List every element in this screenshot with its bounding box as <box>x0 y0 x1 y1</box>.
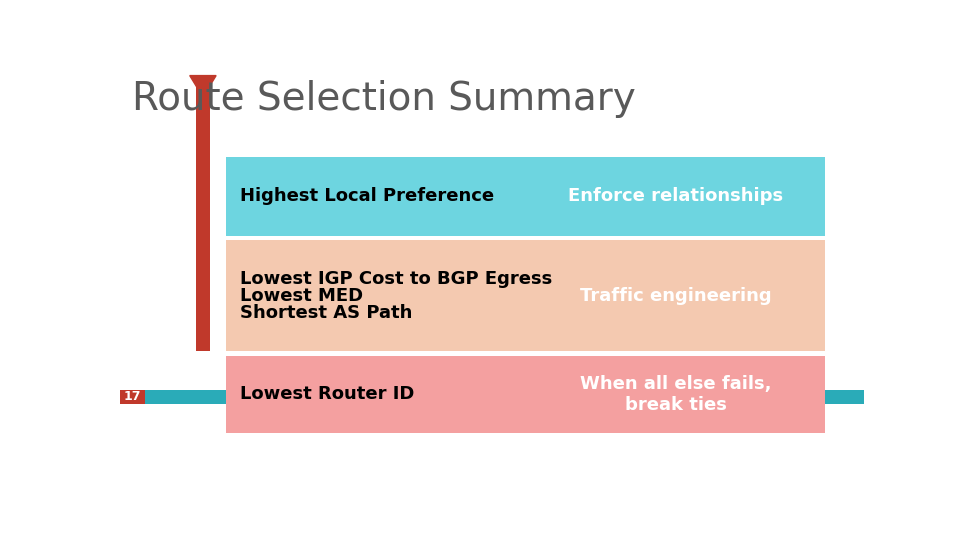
Text: Enforce relationships: Enforce relationships <box>568 187 783 206</box>
Text: Route Selection Summary: Route Selection Summary <box>132 80 636 118</box>
Text: Lowest MED: Lowest MED <box>240 287 363 305</box>
Bar <box>120 390 145 403</box>
Bar <box>227 157 826 236</box>
Text: Lowest Router ID: Lowest Router ID <box>240 386 415 403</box>
Text: Highest Local Preference: Highest Local Preference <box>240 187 494 206</box>
Text: When all else fails,
break ties: When all else fails, break ties <box>580 375 771 414</box>
Bar <box>227 240 826 351</box>
Polygon shape <box>190 76 216 97</box>
Bar <box>196 76 210 351</box>
Text: Shortest AS Path: Shortest AS Path <box>240 303 413 322</box>
Text: 17: 17 <box>124 390 141 403</box>
Text: Lowest IGP Cost to BGP Egress: Lowest IGP Cost to BGP Egress <box>240 270 552 288</box>
Text: Traffic engineering: Traffic engineering <box>580 287 771 305</box>
Bar <box>227 356 826 433</box>
Bar <box>120 390 864 403</box>
